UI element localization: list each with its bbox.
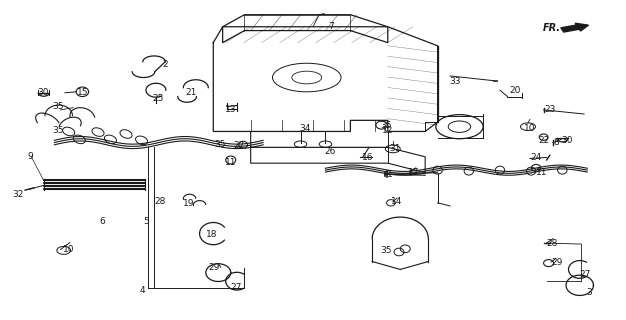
Text: 20: 20 [510, 86, 521, 95]
Text: 27: 27 [231, 283, 242, 292]
Text: 16: 16 [362, 153, 373, 162]
Text: 35: 35 [53, 102, 64, 111]
Text: 29: 29 [208, 263, 220, 272]
Text: 35: 35 [215, 140, 226, 149]
Text: 28: 28 [154, 197, 165, 206]
Text: 1: 1 [386, 170, 393, 179]
Text: 32: 32 [13, 190, 24, 199]
Text: 2: 2 [162, 60, 168, 69]
Text: 4: 4 [140, 286, 145, 295]
Text: 18: 18 [206, 230, 217, 239]
Text: 3: 3 [586, 288, 592, 297]
Text: 25: 25 [152, 94, 163, 103]
Text: 35: 35 [53, 126, 64, 135]
Text: 30: 30 [38, 88, 49, 97]
Text: 21: 21 [185, 88, 197, 97]
Text: 24: 24 [530, 153, 541, 162]
Text: 12: 12 [382, 126, 393, 135]
Text: 22: 22 [233, 141, 245, 150]
Text: 10: 10 [524, 124, 535, 133]
Text: 10: 10 [63, 245, 74, 254]
FancyArrow shape [561, 23, 588, 32]
Text: 22: 22 [538, 136, 550, 145]
Text: 19: 19 [183, 199, 195, 208]
Text: 11: 11 [536, 168, 548, 177]
Text: 28: 28 [546, 239, 558, 248]
Text: 7: 7 [329, 22, 334, 31]
Text: 17: 17 [408, 168, 419, 177]
Text: 9: 9 [28, 152, 33, 161]
Text: FR.: FR. [542, 23, 560, 33]
Text: 33: 33 [449, 77, 460, 86]
Text: 29: 29 [551, 258, 562, 267]
Text: 31: 31 [389, 144, 401, 153]
Text: 13: 13 [225, 105, 236, 114]
Text: 6: 6 [100, 217, 106, 226]
Text: 35: 35 [381, 121, 392, 130]
Text: 11: 11 [225, 158, 236, 167]
Text: 15: 15 [78, 88, 89, 97]
Text: 27: 27 [580, 270, 591, 279]
Text: 30: 30 [561, 136, 573, 145]
Text: 26: 26 [324, 147, 336, 156]
Text: 34: 34 [299, 124, 310, 133]
Text: 35: 35 [381, 246, 392, 255]
Text: 14: 14 [391, 197, 403, 206]
Text: 5: 5 [143, 217, 149, 226]
Text: 23: 23 [545, 105, 557, 114]
Text: 8: 8 [553, 138, 558, 147]
